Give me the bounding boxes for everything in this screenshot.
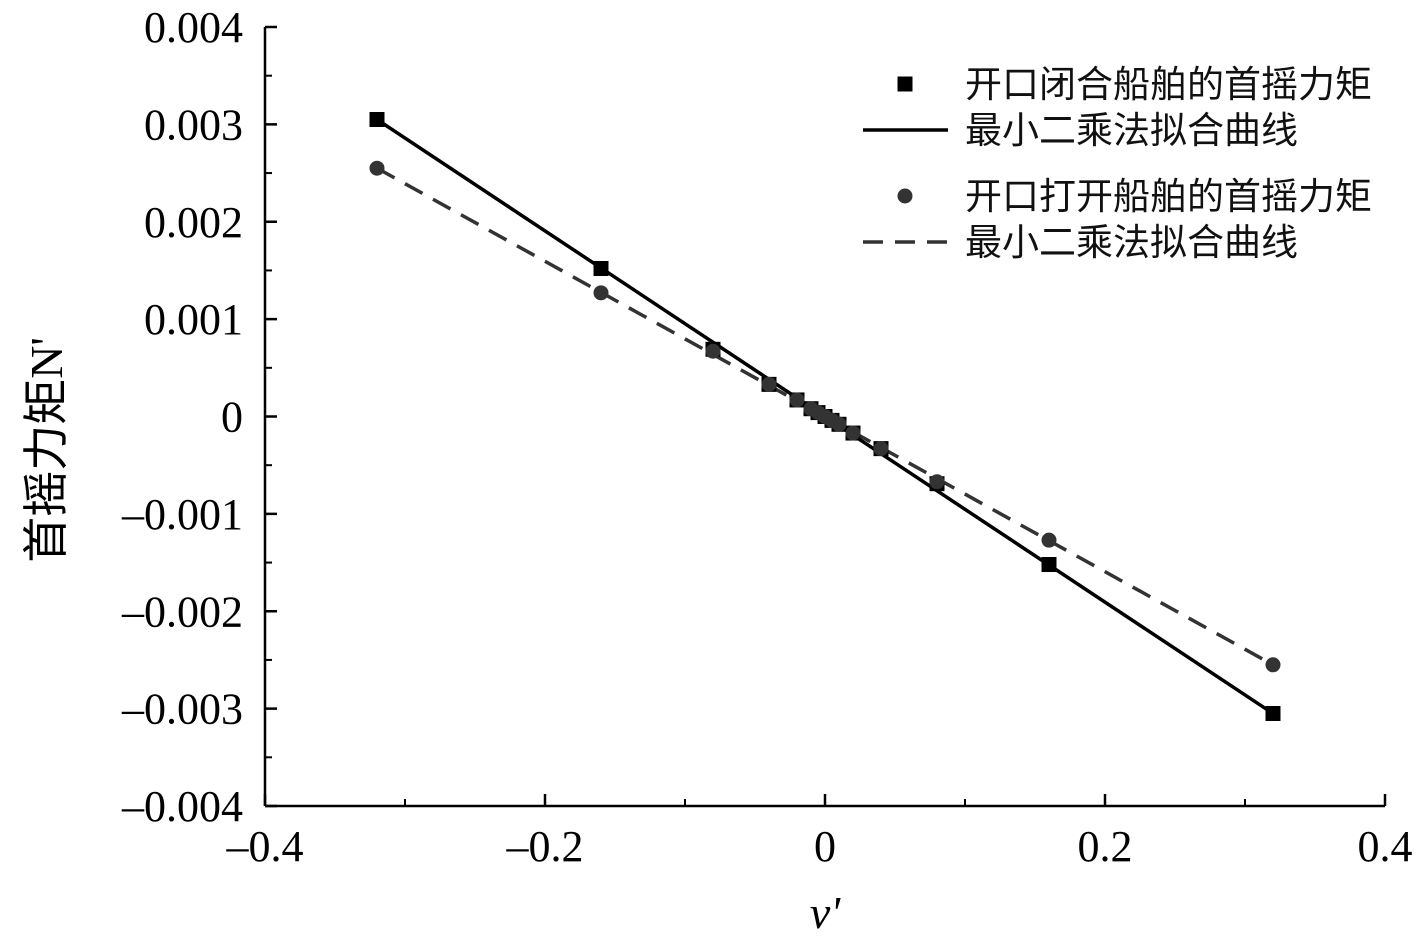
y-tick-label: 0.002 (144, 198, 243, 247)
ticks: 0.004 0.003 0.002 0.001 0 –0.001 –0.002 –0.003 –… (121, 3, 1413, 871)
y-tick-label: 0.004 (144, 3, 243, 52)
y-tick-label: 0.001 (144, 295, 243, 344)
y-tick-label: –0.003 (121, 685, 243, 734)
square-marker (593, 260, 609, 276)
legend-label: 最小二乘法拟合曲线 (965, 109, 1298, 152)
circle-marker (873, 441, 889, 457)
legend-square-marker (897, 76, 913, 92)
y-tick-label: –0.004 (121, 782, 243, 831)
plot-area (369, 112, 1281, 721)
square-marker (1265, 705, 1281, 721)
y-axis-title: 首摇力矩N' (21, 337, 72, 563)
square-marker (1041, 557, 1057, 573)
y-tick-label: 0 (221, 393, 243, 442)
x-tick-label: –0.4 (226, 822, 304, 871)
circle-marker (369, 160, 385, 176)
circle-marker (1041, 532, 1057, 548)
circle-marker (593, 285, 609, 301)
legend-circle-marker (897, 188, 913, 204)
legend-label: 最小二乘法拟合曲线 (965, 221, 1298, 264)
x-tick-label: 0.2 (1078, 822, 1133, 871)
circle-marker (705, 343, 721, 359)
circle-marker (789, 392, 805, 408)
legend-label: 开口闭合船舶的首摇力矩 (965, 63, 1372, 106)
x-tick-label: –0.2 (506, 822, 584, 871)
square-marker (369, 112, 385, 128)
circle-marker (761, 376, 777, 392)
y-tick-label: 0.003 (144, 100, 243, 149)
circle-marker (929, 474, 945, 490)
x-tick-label: 0 (814, 822, 836, 871)
x-tick-label: 0.4 (1358, 822, 1413, 871)
circle-marker (1265, 657, 1281, 673)
y-tick-label: –0.001 (121, 490, 243, 539)
legend-label: 开口打开船舶的首摇力矩 (965, 175, 1372, 218)
x-axis-title: v' (810, 887, 841, 938)
y-tick-label: –0.002 (121, 587, 243, 636)
circle-marker (845, 425, 861, 441)
circle-marker (831, 416, 847, 432)
